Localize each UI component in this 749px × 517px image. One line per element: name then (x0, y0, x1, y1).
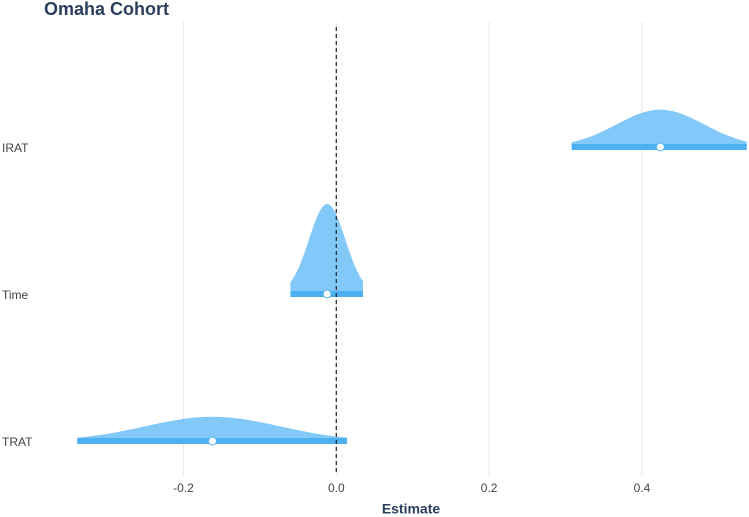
x-tick-label: 0.4 (634, 481, 651, 495)
y-tick-label: TRAT (2, 435, 33, 449)
chart-title: Omaha Cohort (44, 0, 169, 19)
density (290, 204, 364, 294)
point-estimate (322, 289, 332, 299)
x-axis-label: Estimate (382, 501, 441, 517)
density (571, 109, 747, 147)
x-tick-label: 0.0 (328, 481, 345, 495)
y-tick-label: IRAT (2, 141, 29, 155)
x-tick-label: 0.2 (481, 481, 498, 495)
y-tick-label: Time (2, 288, 29, 302)
point-estimate (207, 436, 217, 446)
x-tick-label: -0.2 (173, 481, 194, 495)
density (77, 416, 347, 441)
point-estimate (655, 142, 665, 152)
